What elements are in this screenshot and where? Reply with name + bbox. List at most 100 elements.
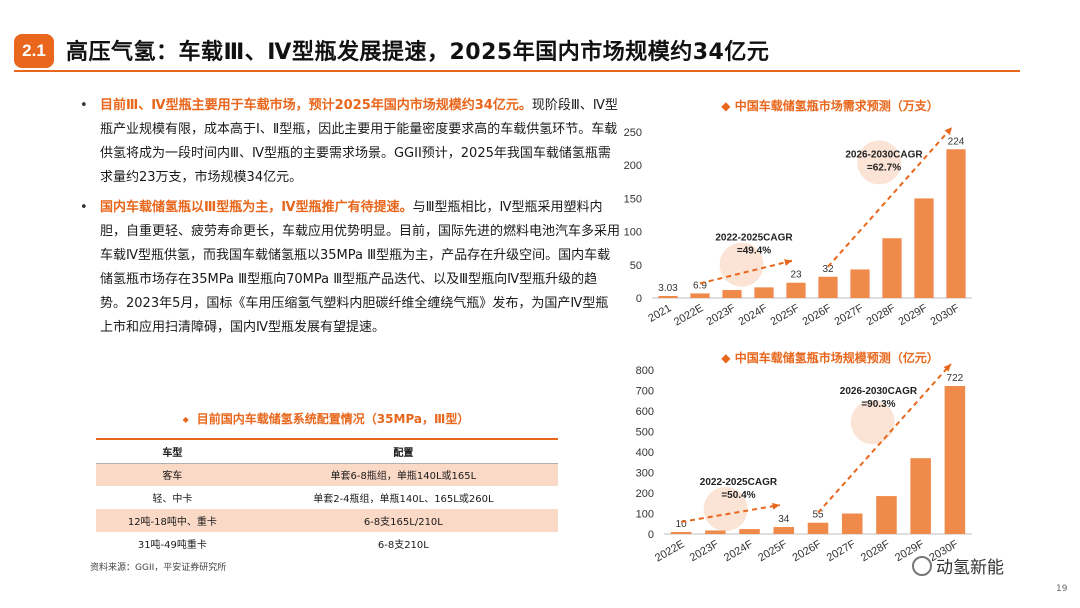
data-label: 23 bbox=[790, 270, 802, 281]
cagr-bubble bbox=[850, 400, 895, 445]
table-row: 12吨-18吨中、重卡 6-8支165L/210L bbox=[96, 509, 558, 532]
data-label: 3.03 bbox=[658, 283, 678, 294]
cagr-value: =90.3% bbox=[861, 399, 895, 410]
cagr-value: =62.7% bbox=[867, 162, 901, 173]
diamond-icon: ◆ bbox=[721, 99, 735, 113]
source-note: 资料来源：GGII，平安证券研究所 bbox=[90, 563, 227, 573]
y-tick-label: 200 bbox=[624, 160, 642, 172]
data-label: 6.9 bbox=[693, 280, 707, 291]
bar bbox=[818, 276, 838, 298]
x-tick-label: 2029F bbox=[896, 302, 929, 328]
brand-logo: 动氢新能 bbox=[912, 553, 1004, 578]
y-tick-label: 50 bbox=[630, 260, 642, 272]
y-tick-label: 100 bbox=[624, 227, 642, 239]
cagr-value: =49.4% bbox=[737, 246, 771, 257]
y-tick-label: 700 bbox=[636, 386, 654, 398]
bar bbox=[705, 530, 726, 534]
data-label: 10 bbox=[676, 519, 688, 530]
table-row: 轻、中卡 单套2-4瓶组，单瓶140L、165L或260L bbox=[96, 486, 558, 509]
y-tick-label: 250 bbox=[624, 127, 642, 139]
x-tick-label: 2024F bbox=[736, 302, 769, 328]
cell-vehicle: 12吨-18吨中、重卡 bbox=[96, 509, 249, 532]
chart-2-title-text: 中国车载储氢瓶市场规模预测（亿元） bbox=[734, 351, 939, 365]
y-tick-label: 200 bbox=[636, 488, 654, 500]
page-title: 高压气氢：车载Ⅲ、Ⅳ型瓶发展提速，2025年国内市场规模约34亿元 bbox=[66, 40, 770, 65]
cell-vehicle: 31吨-49吨重卡 bbox=[137, 540, 207, 551]
x-tick-label: 2023F bbox=[688, 538, 721, 564]
y-tick-label: 400 bbox=[636, 447, 654, 459]
x-tick-label: 2030F bbox=[928, 302, 961, 328]
cagr-trend-arrow bbox=[680, 504, 780, 523]
arrow-head-icon bbox=[772, 502, 780, 510]
bar bbox=[946, 149, 966, 298]
table-header-row: 车型 配置 bbox=[96, 438, 558, 464]
x-tick-label: 2025F bbox=[756, 538, 789, 564]
table-title-text: 目前国内车载储氢系统配置情况（35MPa，Ⅲ型） bbox=[196, 412, 470, 426]
x-tick-label: 2026F bbox=[800, 302, 833, 328]
cagr-bubble bbox=[857, 140, 902, 185]
data-label: 34 bbox=[778, 514, 790, 525]
page-number: 19 bbox=[1056, 584, 1068, 594]
cell-vehicle: 轻、中卡 bbox=[152, 494, 193, 505]
x-tick-label: 2026F bbox=[790, 538, 823, 564]
x-tick-label: 2025F bbox=[768, 302, 801, 328]
y-tick-label: 300 bbox=[636, 468, 654, 480]
logo-text: 动氢新能 bbox=[936, 558, 1004, 578]
bar bbox=[722, 290, 742, 298]
bar bbox=[739, 529, 760, 534]
bar bbox=[841, 513, 863, 534]
cell-vehicle: 客车 bbox=[96, 463, 249, 486]
y-tick-label: 800 bbox=[636, 365, 654, 377]
cagr-trend-arrow bbox=[827, 126, 953, 268]
y-tick-label: 0 bbox=[648, 529, 654, 541]
x-tick-label: 2028F bbox=[859, 538, 892, 564]
bar bbox=[807, 522, 829, 534]
table-title: ◆ 目前国内车载储氢系统配置情况（35MPa，Ⅲ型） bbox=[96, 410, 556, 427]
cagr-trend-arrow bbox=[699, 259, 793, 285]
chart-1-title: ◆ 中国车载储氢瓶市场需求预测（万支） bbox=[690, 98, 970, 114]
cell-config: 单套6-8瓶组，单瓶140L或165L bbox=[248, 463, 558, 486]
bar bbox=[773, 527, 795, 534]
title-divider bbox=[14, 70, 1020, 72]
data-label: 224 bbox=[948, 136, 965, 147]
bar bbox=[786, 282, 806, 298]
cagr-label: 2026-2030CAGR bbox=[845, 149, 923, 160]
col-header-config: 配置 bbox=[248, 438, 558, 464]
bar bbox=[882, 238, 902, 298]
bullet-item-2: 国内车载储氢瓶以Ⅲ型瓶为主，Ⅳ型瓶推广有待提速。与Ⅲ型瓶相比，Ⅳ型瓶采用塑料内胆… bbox=[80, 196, 620, 340]
bullet-item-1: 目前Ⅲ、Ⅳ型瓶主要用于车载市场，预计2025年国内市场规模约34亿元。现阶段Ⅲ、… bbox=[80, 94, 620, 190]
x-tick-label: 2027F bbox=[832, 302, 865, 328]
bullet-list: 目前Ⅲ、Ⅳ型瓶主要用于车载市场，预计2025年国内市场规模约34亿元。现阶段Ⅲ、… bbox=[80, 94, 620, 346]
bar bbox=[658, 295, 678, 298]
bullet-2-body: 与Ⅲ型瓶相比，Ⅳ型瓶采用塑料内胆，自重更轻、疲劳寿命更长，车载应用优势明显。目前… bbox=[100, 200, 621, 335]
y-tick-label: 0 bbox=[636, 293, 642, 305]
cagr-label: 2022-2025CAGR bbox=[700, 477, 778, 488]
table-row: 31吨-49吨重卡 6-8支210L bbox=[96, 532, 558, 555]
data-label: 55 bbox=[812, 510, 824, 521]
x-tick-label: 2022E bbox=[653, 538, 687, 564]
cagr-label: 2022-2025CAGR bbox=[715, 233, 793, 244]
bullet-2-highlight: 国内车载储氢瓶以Ⅲ型瓶为主，Ⅳ型瓶推广有待提速。 bbox=[100, 200, 413, 215]
bar bbox=[910, 458, 931, 534]
y-tick-label: 500 bbox=[636, 427, 654, 439]
diamond-icon: ◆ bbox=[182, 415, 189, 424]
data-label: 722 bbox=[947, 373, 964, 384]
bar bbox=[914, 198, 934, 298]
table-row: 客车 单套6-8瓶组，单瓶140L或165L bbox=[96, 463, 558, 486]
x-tick-label: 2022E bbox=[672, 302, 706, 328]
chart-1-title-text: 中国车载储氢瓶市场需求预测（万支） bbox=[734, 99, 939, 113]
section-badge: 2.1 bbox=[14, 34, 54, 68]
x-tick-label: 2028F bbox=[864, 302, 897, 328]
bar bbox=[690, 293, 710, 298]
x-tick-label: 2021 bbox=[646, 302, 673, 325]
chart-2-title: ◆ 中国车载储氢瓶市场规模预测（亿元） bbox=[690, 350, 970, 366]
diamond-icon: ◆ bbox=[721, 351, 735, 365]
arrow-head-icon bbox=[784, 259, 792, 266]
bar bbox=[876, 496, 897, 534]
bar bbox=[754, 287, 774, 298]
x-tick-label: 2023F bbox=[704, 302, 737, 328]
config-table: 车型 配置 客车 单套6-8瓶组，单瓶140L或165L 轻、中卡 单套2-4瓶… bbox=[96, 438, 558, 555]
col-header-vehicle: 车型 bbox=[96, 438, 249, 464]
data-label: 32 bbox=[822, 264, 834, 275]
y-tick-label: 600 bbox=[636, 406, 654, 418]
